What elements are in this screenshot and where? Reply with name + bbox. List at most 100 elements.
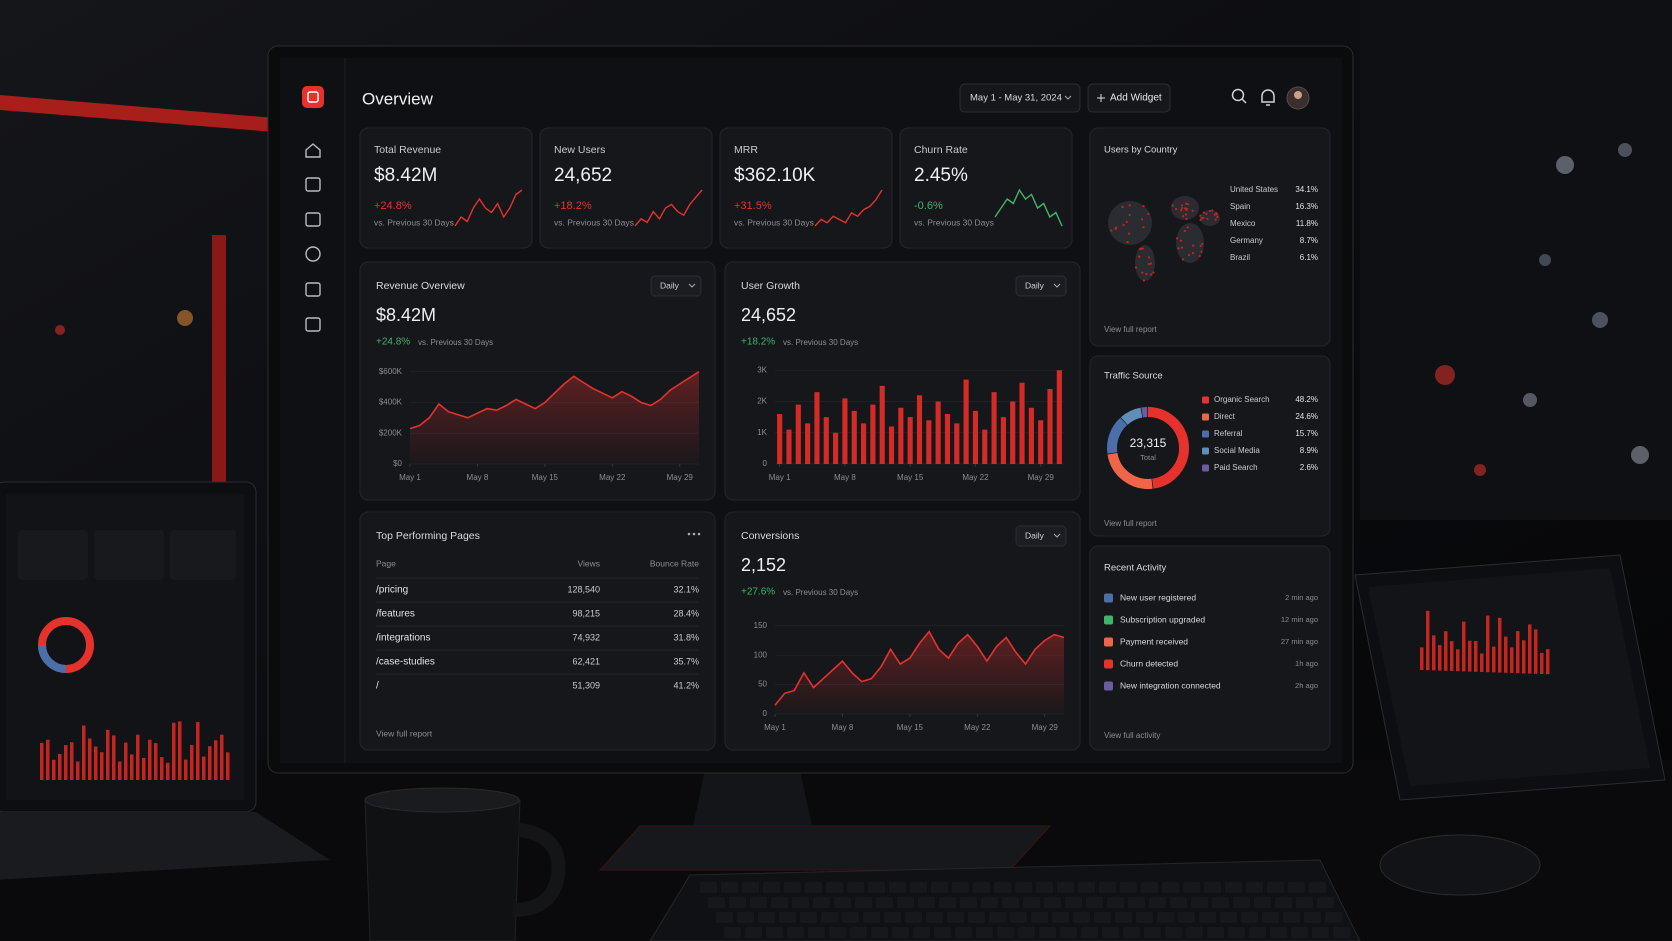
- key: [1039, 927, 1056, 938]
- country-name: United States: [1230, 185, 1278, 194]
- x-tick-label: May 29: [1028, 473, 1055, 482]
- key: [1291, 927, 1308, 938]
- nav-settings[interactable]: [305, 317, 321, 332]
- add-widget-button[interactable]: [1087, 83, 1171, 113]
- key: [1228, 927, 1245, 938]
- card: [1089, 127, 1331, 347]
- y-tick-label: $200K: [379, 428, 403, 437]
- nav-home[interactable]: [305, 143, 321, 158]
- map-dot: [1149, 262, 1153, 265]
- key: [805, 882, 822, 893]
- key: [1023, 897, 1040, 908]
- laptop: [0, 481, 330, 880]
- key: [716, 912, 733, 923]
- value-label: 15.7%: [1295, 429, 1318, 438]
- mug: [364, 787, 566, 941]
- key: [926, 912, 943, 923]
- monitor-base: [598, 825, 1052, 871]
- period-label: Daily: [1025, 530, 1045, 540]
- link[interactable]: View full report: [1104, 519, 1158, 528]
- map-dot: [1145, 272, 1148, 276]
- key: [1086, 897, 1103, 908]
- map-dot: [1177, 247, 1180, 250]
- key: [1010, 912, 1027, 923]
- period-dropdown[interactable]: [650, 275, 702, 297]
- map-dot: [1181, 258, 1185, 261]
- nav-users[interactable]: [305, 282, 321, 297]
- metric-compare: vs. Previous 30 Days: [418, 338, 493, 347]
- map-dot: [1128, 204, 1131, 207]
- logo[interactable]: [302, 86, 324, 108]
- donut-slice: [1147, 407, 1189, 489]
- key: [1249, 927, 1266, 938]
- link[interactable]: View full report: [1104, 325, 1158, 334]
- table-cell: 28.4%: [673, 608, 699, 618]
- decor-bar: [1468, 640, 1472, 672]
- search-icon[interactable]: [1231, 88, 1247, 104]
- card: [359, 511, 716, 751]
- bar: [1047, 389, 1053, 464]
- map-dot: [1122, 223, 1125, 227]
- key: [708, 897, 725, 908]
- link[interactable]: View full activity: [1104, 731, 1160, 740]
- period-dropdown[interactable]: [1015, 275, 1067, 297]
- x-tick-label: May 22: [599, 473, 626, 482]
- decor-bar: [100, 752, 104, 780]
- activity-text: New user registered: [1120, 592, 1196, 602]
- value-label: 2.6%: [1300, 463, 1318, 472]
- decor-bar: [76, 761, 80, 780]
- x-tick-label: May 29: [1032, 723, 1059, 732]
- metric-value: 24,652: [741, 305, 796, 325]
- date-picker[interactable]: [959, 83, 1081, 113]
- more-dot[interactable]: [692, 532, 696, 536]
- period-dropdown[interactable]: [1015, 525, 1067, 547]
- country-name: Spain: [1230, 202, 1250, 211]
- link[interactable]: View full report: [376, 728, 433, 738]
- key: [1212, 897, 1229, 908]
- key: [1296, 897, 1313, 908]
- key: [724, 927, 741, 938]
- map-dot: [1141, 271, 1144, 274]
- mouse: [1379, 834, 1541, 896]
- map-dot: [1186, 203, 1190, 206]
- key: [1333, 927, 1350, 938]
- activity-time: 2 min ago: [1285, 593, 1318, 602]
- decor-bar: [1522, 640, 1526, 674]
- map-dot: [1175, 237, 1179, 240]
- key: [729, 897, 746, 908]
- x-tick-label: May 22: [962, 473, 989, 482]
- nav-revenue[interactable]: [305, 246, 321, 262]
- x-tick-label: May 1: [769, 473, 791, 482]
- activity-text: New integration connected: [1120, 680, 1221, 690]
- bell-icon[interactable]: [1261, 89, 1275, 106]
- decor-bar: [1546, 649, 1550, 675]
- nav-reports[interactable]: [305, 177, 321, 192]
- map-dot: [1152, 271, 1155, 274]
- more-dot[interactable]: [687, 532, 691, 536]
- value-label: 24.6%: [1295, 412, 1318, 421]
- bokeh: [55, 143, 1649, 476]
- decor-bar: [1540, 652, 1544, 674]
- key: [1102, 927, 1119, 938]
- decor-bar: [214, 740, 218, 780]
- bar: [842, 398, 848, 464]
- key: [1094, 912, 1111, 923]
- decor-bar: [52, 759, 56, 780]
- table-cell: /pricing: [376, 585, 408, 596]
- nav-analytics[interactable]: [305, 212, 321, 227]
- key: [1191, 897, 1208, 908]
- map-dot: [1142, 205, 1145, 208]
- more-dot[interactable]: [697, 532, 701, 536]
- key: [997, 927, 1014, 938]
- key: [976, 927, 993, 938]
- key: [1304, 912, 1321, 923]
- page-title: Overview: [362, 89, 434, 108]
- sparkline: [814, 189, 883, 227]
- card: [724, 261, 1081, 501]
- bar: [1000, 417, 1006, 464]
- map-dot: [1179, 239, 1183, 242]
- key: [1186, 927, 1203, 938]
- map-dot: [1214, 218, 1217, 221]
- map-dot: [1180, 246, 1184, 249]
- country-name: Mexico: [1230, 219, 1256, 228]
